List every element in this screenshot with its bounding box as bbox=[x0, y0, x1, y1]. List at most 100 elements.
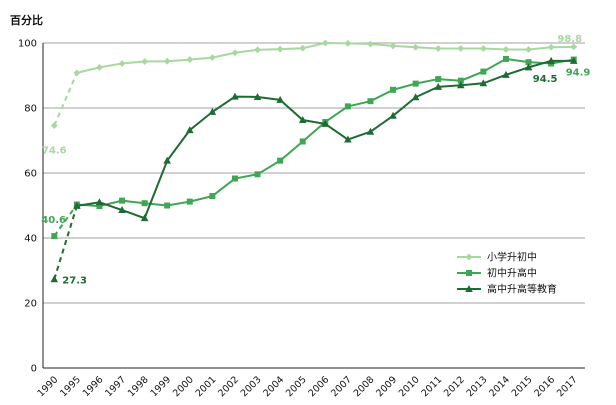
series-1-point-2009 bbox=[389, 42, 397, 50]
series-2-point-2009 bbox=[390, 86, 397, 93]
legend-swatch-marker bbox=[466, 270, 472, 276]
series-3-point-2007 bbox=[344, 135, 352, 143]
series-1-point-2005 bbox=[299, 44, 307, 52]
x-tick-label: 1997 bbox=[103, 374, 128, 399]
y-tick-label: 60 bbox=[24, 169, 37, 180]
series-3-point-2005 bbox=[298, 116, 307, 124]
x-tick-label: 2001 bbox=[194, 374, 219, 399]
series-3-point-1999 bbox=[163, 156, 172, 164]
series-1-point-1997 bbox=[118, 60, 126, 67]
series-1-point-2011 bbox=[434, 45, 442, 52]
series-1-point-2017 bbox=[570, 43, 578, 51]
series-2-point-2002 bbox=[231, 175, 238, 182]
series-3-point-2012 bbox=[456, 81, 465, 89]
series-1-line bbox=[76, 41, 574, 74]
series-1-point-2015 bbox=[525, 46, 532, 53]
x-tick-label: 2015 bbox=[510, 374, 535, 399]
data-label: 94.5 bbox=[533, 74, 558, 85]
x-tick-label: 1996 bbox=[81, 374, 106, 399]
series-1-point-2010 bbox=[412, 43, 420, 51]
series-3-point-2008 bbox=[366, 127, 375, 135]
data-label: 94.9 bbox=[566, 68, 591, 79]
series-2-point-2007 bbox=[344, 103, 351, 110]
series-2-point-1999 bbox=[164, 202, 171, 209]
series-2 bbox=[51, 55, 577, 240]
x-tick-label: 2007 bbox=[329, 374, 354, 399]
x-tick-label: 2012 bbox=[442, 374, 467, 399]
x-tick-label: 2016 bbox=[532, 374, 557, 399]
x-tick-label: 2017 bbox=[555, 374, 580, 399]
series-3-point-2010 bbox=[411, 93, 420, 101]
series-3-point-2017 bbox=[569, 56, 578, 64]
x-tick-label: 2006 bbox=[307, 374, 332, 399]
x-tick-label: 2010 bbox=[397, 374, 422, 399]
y-tick-label: 40 bbox=[24, 234, 37, 245]
series-layer bbox=[50, 39, 578, 283]
series-1-point-2016 bbox=[547, 43, 555, 51]
x-tick-label: 2014 bbox=[487, 374, 512, 399]
x-tick-label: 2005 bbox=[284, 374, 309, 399]
series-2-point-2011 bbox=[435, 76, 442, 83]
legend-swatch-marker bbox=[465, 285, 473, 292]
series-2-point-2010 bbox=[412, 80, 419, 87]
series-3-point-2016 bbox=[547, 56, 555, 64]
data-labels: 74.6 98.8 40.6 94.9 27.3 94.5 bbox=[41, 34, 590, 286]
x-tick-label: 2004 bbox=[261, 374, 286, 399]
series-2-point-2013 bbox=[480, 68, 487, 75]
series-3-point-2009 bbox=[389, 111, 397, 119]
y-tick-label: 80 bbox=[24, 104, 37, 115]
series-1-point-1995 bbox=[73, 69, 81, 77]
series-1-point-2002 bbox=[231, 49, 239, 57]
series-3 bbox=[50, 56, 578, 283]
series-3-point-1998 bbox=[140, 214, 149, 222]
legend-item: 高中升高等教育 bbox=[457, 283, 557, 296]
data-label: 74.6 bbox=[42, 146, 67, 157]
series-3-point-1995 bbox=[73, 201, 81, 209]
series-3-point-2004 bbox=[276, 95, 284, 103]
series-2-point-2003 bbox=[254, 171, 261, 178]
series-3-point-2013 bbox=[479, 79, 488, 87]
x-tick-label: 2011 bbox=[419, 374, 444, 399]
x-tick-label: 1990 bbox=[36, 374, 61, 399]
x-tick-label: 1995 bbox=[58, 374, 83, 399]
series-1 bbox=[50, 39, 578, 129]
x-tick-label: 2002 bbox=[216, 374, 241, 399]
legend-swatch-marker bbox=[465, 253, 473, 261]
series-2-point-2008 bbox=[367, 98, 374, 105]
series-3-line bbox=[76, 59, 574, 220]
series-3-point-2015 bbox=[524, 63, 533, 71]
data-label: 40.6 bbox=[41, 215, 66, 226]
series-3-point-2014 bbox=[502, 70, 510, 78]
x-tick-label: 2000 bbox=[171, 374, 196, 399]
x-tick-label: 1999 bbox=[148, 374, 173, 399]
series-3-point-1997 bbox=[118, 206, 126, 214]
legend-label: 小学升初中 bbox=[487, 251, 537, 264]
series-2-point-2014 bbox=[502, 55, 509, 62]
series-1-point-2012 bbox=[457, 45, 465, 52]
y-tick-label: 0 bbox=[31, 364, 37, 375]
series-3-gap-segment bbox=[53, 205, 78, 280]
x-tick-label: 2003 bbox=[239, 374, 264, 399]
series-1-gap-segment bbox=[53, 72, 78, 126]
legend-item: 初中升高中 bbox=[457, 267, 537, 280]
x-tick-label: 1998 bbox=[126, 374, 151, 399]
series-1-point-2001 bbox=[208, 54, 216, 62]
series-1-point-2013 bbox=[479, 45, 487, 52]
series-1-point-2014 bbox=[502, 46, 510, 53]
series-1-point-2004 bbox=[276, 45, 284, 53]
series-1-point-1990 bbox=[50, 122, 58, 129]
axes bbox=[42, 43, 585, 369]
series-2-gap-segment bbox=[53, 203, 78, 237]
series-1-point-2003 bbox=[254, 46, 261, 54]
x-tick-label: 2008 bbox=[352, 374, 377, 399]
series-1-point-2007 bbox=[344, 39, 352, 47]
x-tick-label: 2009 bbox=[374, 374, 399, 399]
series-2-point-1990 bbox=[51, 233, 58, 240]
data-label: 98.8 bbox=[557, 34, 582, 45]
y-tick-label: 20 bbox=[24, 299, 37, 310]
legend-item: 小学升初中 bbox=[457, 251, 537, 264]
series-3-point-2011 bbox=[434, 82, 443, 90]
series-1-point-1998 bbox=[141, 58, 149, 65]
